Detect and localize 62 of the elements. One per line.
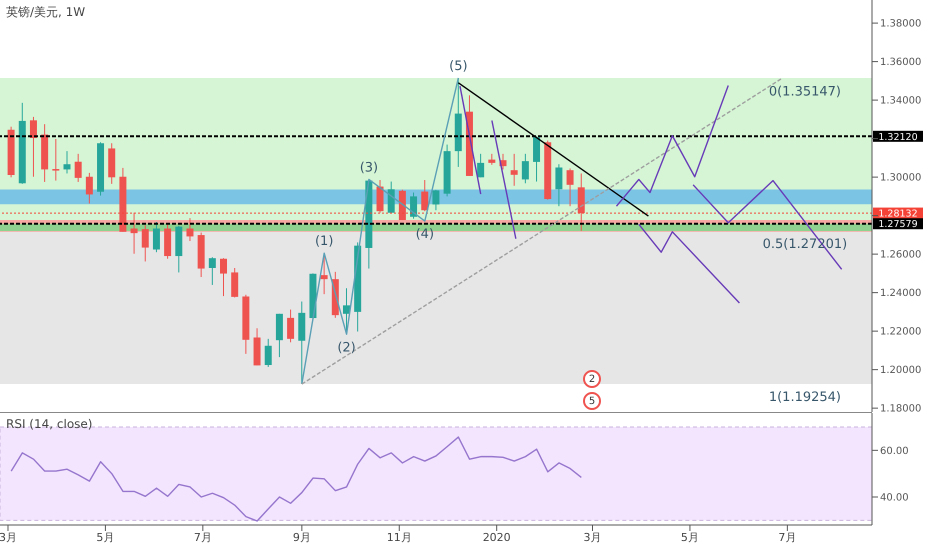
y-tick-label: 1.18000 [880, 404, 922, 415]
candlestick [566, 168, 574, 207]
annotation: (1) [314, 234, 334, 250]
candlestick [388, 181, 395, 214]
event-icon: 5 [583, 392, 601, 410]
y-tick-label: 1.30000 [880, 172, 922, 184]
x-tick-label: 9月 [292, 530, 311, 544]
annotation: (3) [360, 160, 378, 176]
candlestick [421, 180, 428, 212]
ref-line-label: 1.32120 [878, 132, 918, 143]
annotation: (5) [449, 58, 468, 74]
x-tick-label: 5月 [680, 530, 699, 544]
y-tick-label: 1.36000 [880, 57, 922, 68]
candlestick [130, 212, 138, 254]
x-tick-label: 5月 [96, 530, 114, 544]
candlestick [410, 192, 418, 220]
text: 英镑/美元, 1W [6, 4, 86, 21]
annotation: 0(1.35147) [768, 84, 842, 100]
candlestick [86, 172, 93, 204]
line-series [616, 84, 729, 207]
x-tick-label: 7月 [778, 530, 796, 544]
chart-title: RSI (14, close) [6, 417, 92, 431]
line-series [301, 77, 460, 385]
event-icon: 2 [583, 370, 601, 388]
y-tick-label: 40.00 [880, 492, 909, 504]
candlestick [186, 218, 194, 242]
candlestick [287, 309, 294, 343]
x-tick-label: 3月 [584, 530, 602, 544]
candlestick [74, 153, 82, 182]
candlestick [152, 221, 160, 253]
candlestick [477, 153, 484, 178]
line-series [638, 224, 740, 304]
line-series [10, 436, 582, 522]
annotation: (2) [337, 340, 356, 356]
candlestick [30, 116, 37, 178]
candlestick [220, 258, 228, 297]
candlestick [142, 224, 149, 262]
x-tick-label: 7月 [194, 530, 212, 544]
ref-line-label: 1.27579 [878, 219, 918, 230]
y-tick-label: 1.22000 [880, 326, 922, 338]
annotation: 1(1.19254) [768, 390, 842, 406]
candlestick [63, 150, 70, 174]
candlestick [555, 164, 562, 207]
annotation: (4) [416, 227, 434, 242]
y-tick-label: 60.00 [880, 446, 909, 457]
x-tick-label: 2020 [482, 530, 511, 544]
y-tick-label: 1.38000 [880, 18, 922, 30]
ref-line-label: 1.28132 [878, 208, 918, 220]
candlestick [488, 153, 496, 166]
candlestick [510, 153, 518, 186]
candlestick [522, 153, 529, 184]
x-tick-label: 3月 [0, 530, 17, 544]
candlestick [432, 189, 440, 211]
candlestick [52, 138, 60, 182]
candlestick [264, 338, 272, 368]
y-tick-label: 1.26000 [880, 250, 922, 261]
y-tick-label: 1.20000 [880, 365, 922, 376]
x-tick-label: 11月 [386, 530, 412, 544]
y-tick-label: 1.24000 [880, 288, 922, 300]
y-tick-label: 1.34000 [880, 96, 922, 107]
candlestick [320, 254, 328, 295]
candlestick [208, 256, 216, 286]
